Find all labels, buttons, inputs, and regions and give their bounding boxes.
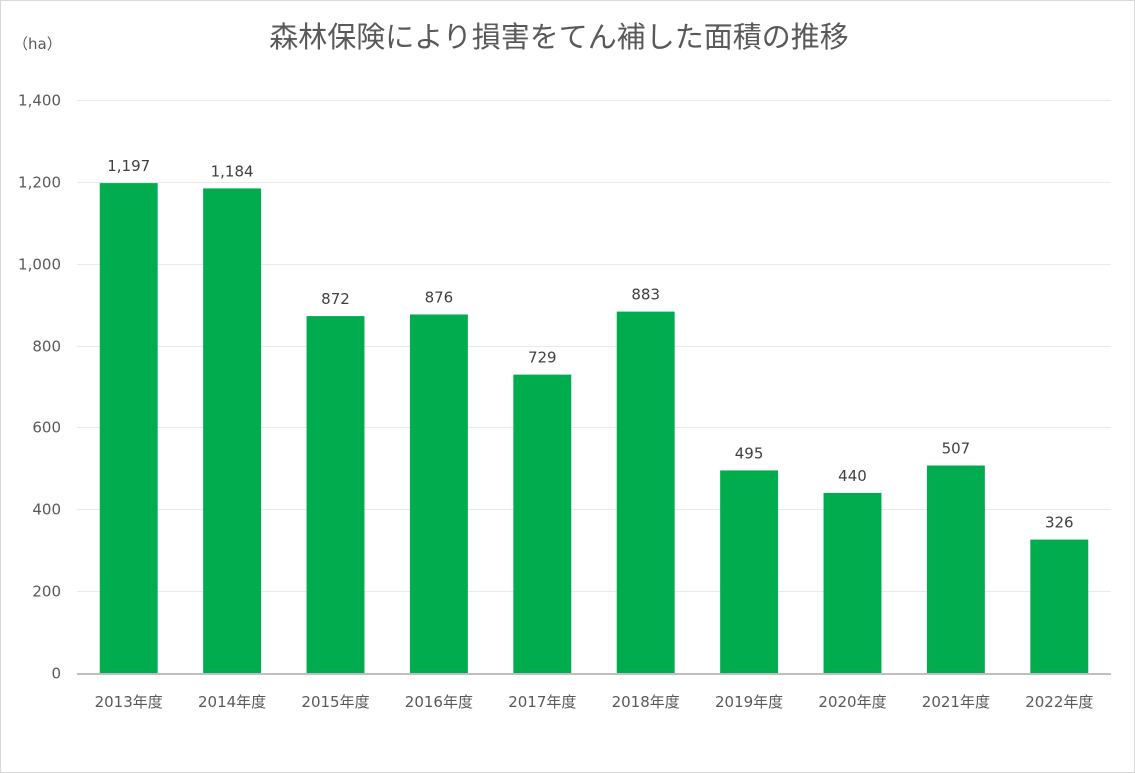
chart-title: 森林保険により損害をてん補した面積の推移	[269, 20, 848, 54]
bar	[720, 470, 779, 673]
data-label: 495	[735, 444, 764, 462]
y-axis-unit-label: （ha）	[13, 35, 62, 53]
x-tick-label: 2015年度	[301, 693, 369, 711]
x-tick-label: 2019年度	[715, 693, 783, 711]
y-tick-label: 1,000	[18, 256, 61, 274]
bar	[306, 316, 365, 673]
x-tick-label: 2021年度	[922, 693, 990, 711]
data-label: 326	[1045, 514, 1074, 532]
data-label: 729	[528, 349, 557, 367]
y-tick-label: 1,200	[18, 174, 61, 192]
data-label: 1,197	[107, 157, 150, 175]
bar	[926, 465, 985, 673]
y-tick-label: 1,400	[18, 92, 61, 110]
x-tick-label: 2016年度	[405, 693, 473, 711]
x-tick-label: 2017年度	[508, 693, 576, 711]
bar	[203, 188, 262, 674]
data-label: 872	[321, 290, 350, 308]
x-tick-label: 2018年度	[612, 693, 680, 711]
x-tick-label: 2014年度	[198, 693, 266, 711]
bar	[823, 492, 882, 673]
y-tick-label: 400	[32, 501, 61, 519]
data-label: 507	[942, 439, 971, 457]
bar	[513, 374, 572, 673]
y-tick-label: 600	[32, 419, 61, 437]
bar	[99, 183, 158, 673]
x-tick-label: 2013年度	[95, 693, 163, 711]
label-layer: 0 200 400 600 800 1,000 1,200 1,400 1,197 2013年度 1…	[18, 92, 1093, 712]
x-tick-label: 2020年度	[818, 693, 886, 711]
y-tick-label: 0	[51, 665, 61, 683]
data-label: 883	[631, 286, 660, 304]
bar	[409, 314, 468, 673]
bar	[1030, 539, 1089, 673]
x-tick-label: 2022年度	[1025, 693, 1093, 711]
data-label: 440	[838, 467, 867, 485]
data-label: 1,184	[211, 162, 254, 180]
bar-layer	[99, 183, 1089, 674]
y-tick-label: 200	[32, 583, 61, 601]
data-label: 876	[425, 288, 454, 306]
y-tick-label: 800	[32, 338, 61, 356]
bar	[616, 311, 675, 673]
